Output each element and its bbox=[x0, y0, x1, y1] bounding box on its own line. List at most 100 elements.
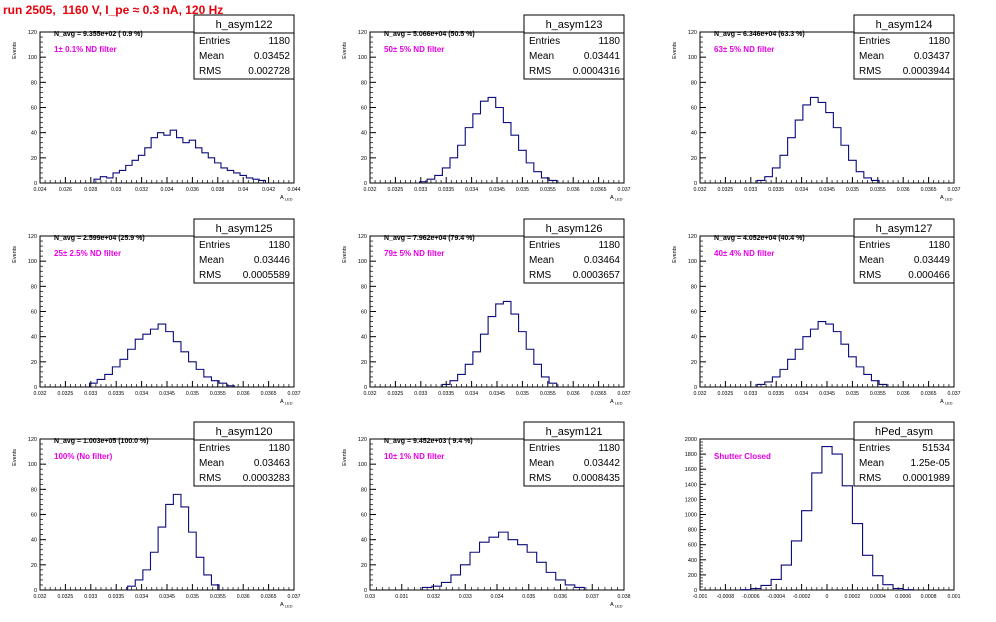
y-tick-label: 1800 bbox=[685, 452, 697, 458]
x-tick-label: 0.035 bbox=[186, 594, 199, 600]
histogram-bin bbox=[871, 180, 879, 183]
filter-label: 40± 4% ND filter bbox=[714, 249, 774, 258]
histogram-panel-h_asym124: 0 20 40 60 80 100 120 0.032 0.0325 0.033 0.0335 0.0… bbox=[672, 14, 961, 202]
x-tick-label: 0.001 bbox=[948, 594, 961, 600]
histogram-outline bbox=[756, 96, 880, 183]
x-tick-label: 0.037 bbox=[288, 391, 301, 397]
x-tick-label: 0.033 bbox=[84, 594, 97, 600]
y-tick-label: 60 bbox=[691, 310, 697, 316]
y-tick-label: 0 bbox=[364, 588, 367, 594]
histogram-bin bbox=[150, 329, 158, 387]
histogram-bin bbox=[138, 155, 144, 183]
stats-value: 51534 bbox=[922, 443, 950, 454]
histogram-bin bbox=[496, 304, 504, 387]
y-axis-title: Events bbox=[12, 449, 18, 466]
histogram-bin bbox=[496, 108, 504, 184]
stats-label: RMS bbox=[199, 270, 222, 281]
stats-box: h_asym122 Entries 1180 Mean 0.03452 RMS 0.0027… bbox=[193, 14, 295, 80]
histogram-bin bbox=[208, 158, 214, 183]
x-tick-label: 0.037 bbox=[586, 594, 599, 600]
x-axis-title: A LED bbox=[610, 195, 623, 202]
x-tick-label: 0.0355 bbox=[870, 391, 886, 397]
histogram-bin bbox=[253, 179, 259, 183]
histogram-bin bbox=[803, 105, 811, 183]
x-tick-label: 0.0345 bbox=[159, 594, 175, 600]
histogram-bin bbox=[771, 579, 781, 590]
stats-value: 1180 bbox=[268, 240, 290, 251]
stats-value: 1.25e-05 bbox=[911, 458, 951, 469]
histogram-bin bbox=[832, 454, 842, 590]
x-tick-label: 0.0335 bbox=[768, 187, 784, 193]
histogram-bin bbox=[189, 532, 197, 590]
x-tick-label: 0.0345 bbox=[489, 391, 505, 397]
stats-value: 0.0003657 bbox=[573, 270, 621, 281]
histogram-bin bbox=[164, 135, 170, 183]
histogram-bin bbox=[227, 170, 233, 183]
x-tick-label: 0.036 bbox=[554, 594, 567, 600]
histogram-name: h_asym125 bbox=[216, 223, 273, 235]
y-tick-label: 120 bbox=[688, 234, 697, 240]
y-tick-label: 120 bbox=[688, 30, 697, 36]
x-tick-label: 0.0325 bbox=[387, 391, 403, 397]
stats-label: Mean bbox=[529, 255, 554, 266]
stats-values-box bbox=[853, 439, 955, 487]
x-tick-label: 0.032 bbox=[364, 187, 377, 193]
x-tick-label: 0.04 bbox=[238, 187, 248, 193]
x-tick-label: 0.032 bbox=[34, 391, 47, 397]
navg-label: N_avg = 7.962e+04 (79.4 %) bbox=[384, 235, 475, 242]
histogram-panel-h_asym126: 0 20 40 60 80 100 120 0.032 0.0325 0.033 0.0335 0.0… bbox=[342, 218, 631, 406]
y-tick-label: 400 bbox=[688, 558, 697, 564]
histogram-bin bbox=[126, 165, 132, 183]
y-axis-title: Events bbox=[672, 246, 678, 263]
x-tick-label: 0.0365 bbox=[921, 391, 937, 397]
y-tick-label: 40 bbox=[361, 131, 367, 137]
histogram-bin bbox=[856, 172, 864, 183]
stats-label: Entries bbox=[529, 36, 560, 47]
y-tick-label: 60 bbox=[31, 310, 37, 316]
histogram-bin bbox=[864, 178, 872, 183]
histogram-bin bbox=[893, 588, 903, 590]
y-axis-title: Events bbox=[342, 449, 348, 466]
x-tick-label: 0.0365 bbox=[591, 187, 607, 193]
stats-values-box bbox=[193, 236, 295, 284]
navg-label: N_avg = 4.052e+04 (40.4 %) bbox=[714, 235, 805, 242]
histogram-outline bbox=[93, 129, 266, 183]
histogram-bin bbox=[158, 324, 166, 387]
stats-label: RMS bbox=[199, 473, 222, 484]
y-tick-label: 100 bbox=[28, 462, 37, 468]
x-axis-subscript: LED bbox=[614, 401, 623, 406]
stats-label: RMS bbox=[199, 66, 222, 77]
histogram-bin bbox=[802, 511, 812, 590]
histogram-bin bbox=[90, 383, 98, 387]
histogram-panel-h_asym121: 0 20 40 60 80 100 120 0.03 0.031 0.032 0.033 0.034 0… bbox=[342, 421, 631, 609]
histogram-bin bbox=[204, 377, 212, 387]
histogram-bin bbox=[751, 588, 761, 590]
histogram-bin bbox=[246, 178, 252, 183]
histogram-bin bbox=[458, 374, 466, 387]
filter-label: 25± 2.5% ND filter bbox=[54, 249, 121, 258]
filter-label: 10± 1% ND filter bbox=[384, 452, 444, 461]
x-tick-label: 0.037 bbox=[948, 391, 961, 397]
stats-value: 0.000466 bbox=[908, 270, 950, 281]
histogram-bin bbox=[97, 379, 105, 387]
histogram-name: h_asym127 bbox=[876, 223, 933, 235]
x-tick-label: 0.0345 bbox=[819, 391, 835, 397]
x-tick-label: 0.037 bbox=[618, 187, 631, 193]
histogram-panel-hPed_asym: 0 200 400 600 800 1000 1200 1400 1600 1800 2000 -0.… bbox=[685, 421, 961, 600]
histogram-bin bbox=[883, 585, 893, 590]
stats-box: h_asym124 Entries 1180 Mean 0.03437 RMS 0.0003… bbox=[853, 14, 955, 80]
histogram-bin bbox=[135, 339, 143, 387]
histogram-name: h_asym124 bbox=[876, 19, 933, 31]
x-axis-subscript: LED bbox=[284, 197, 293, 202]
y-tick-label: 60 bbox=[31, 106, 37, 112]
histogram-bin bbox=[852, 524, 862, 590]
histogram-bin bbox=[119, 170, 125, 183]
stats-label: Mean bbox=[529, 51, 554, 62]
y-tick-label: 100 bbox=[358, 462, 367, 468]
histogram-bin bbox=[791, 541, 801, 590]
x-tick-label: 0.028 bbox=[84, 187, 97, 193]
histogram-bin bbox=[107, 178, 113, 183]
histogram-bin bbox=[181, 507, 189, 590]
histogram-bin bbox=[765, 177, 773, 183]
y-tick-label: 0 bbox=[34, 588, 37, 594]
